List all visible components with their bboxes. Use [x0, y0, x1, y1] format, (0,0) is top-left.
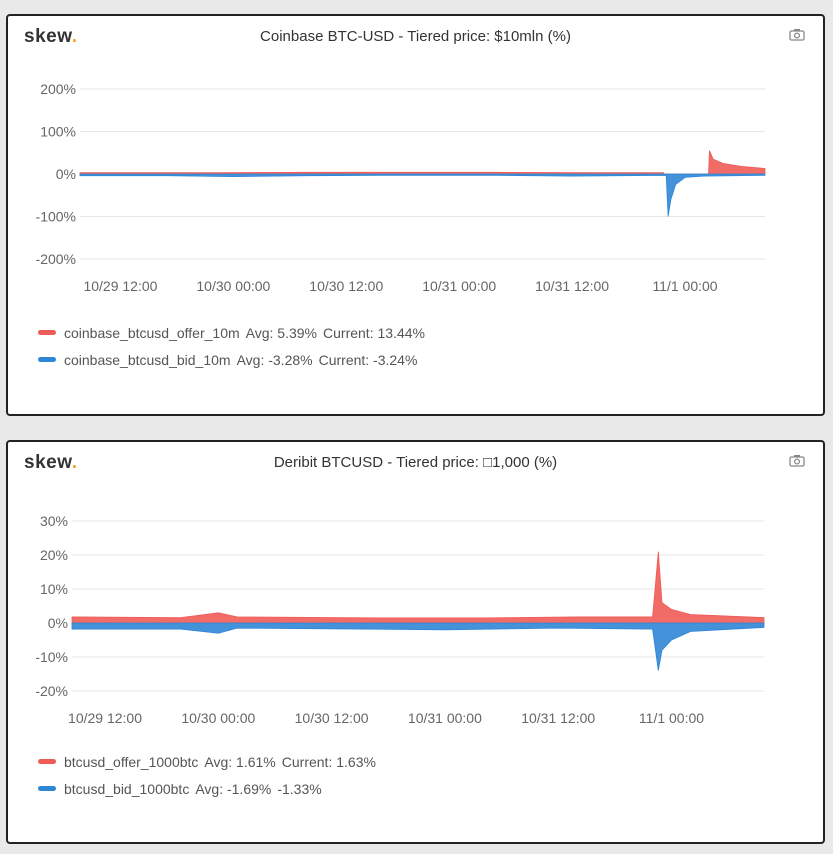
y-tick-label: 200% [40, 81, 76, 97]
y-tick-label: 0% [48, 615, 68, 631]
skew-logo: skew. [24, 452, 78, 473]
y-tick-label: -200% [36, 251, 76, 267]
x-tick-label: 10/30 00:00 [196, 278, 270, 294]
series-current: Current: 13.44% [323, 324, 425, 341]
series-name: coinbase_btcusd_offer_10m [64, 324, 240, 341]
x-tick-label: 10/29 12:00 [68, 710, 142, 726]
camera-icon[interactable] [789, 454, 805, 467]
series-current: -1.33% [277, 780, 322, 797]
y-tick-label: 10% [40, 581, 68, 597]
x-tick-label: 10/30 12:00 [295, 710, 369, 726]
series-avg: Avg: -3.28% [236, 351, 313, 368]
legend-item-offer[interactable]: coinbase_btcusd_offer_10m Avg: 5.39% Curre… [38, 319, 431, 346]
series-avg: Avg: -1.69% [195, 780, 272, 797]
series-current: Current: -3.24% [318, 351, 418, 368]
y-tick-label: 100% [40, 124, 76, 140]
chart-title: Deribit BTCUSD - Tiered price: □1,000 (%… [273, 454, 558, 471]
series-avg: Avg: 1.61% [204, 753, 276, 770]
x-tick-label: 10/29 12:00 [83, 278, 157, 294]
chart-plot: 200% 100% 0% -100% -200% 10/29 12:00 10/30 00:… [36, 81, 766, 294]
camera-icon[interactable] [789, 28, 805, 41]
legend: btcusd_offer_1000btc Avg: 1.61% Current: 1… [38, 748, 382, 802]
x-tick-label: 10/31 00:00 [408, 710, 482, 726]
x-tick-label: 11/1 00:00 [652, 278, 717, 294]
logo-text: skew [24, 26, 72, 47]
x-tick-label: 10/31 12:00 [535, 278, 609, 294]
x-tick-label: 10/31 12:00 [521, 710, 595, 726]
series-current: Current: 1.63% [281, 753, 376, 770]
y-tick-label: 0% [56, 166, 76, 182]
series-name: coinbase_btcusd_bid_10m [64, 351, 231, 368]
deribit-chart-panel: skew. Deribit BTCUSD - Tiered price: □1,… [6, 440, 825, 844]
series-area-btcusd_offer_1000btc [71, 551, 765, 624]
logo-text: skew [24, 452, 72, 473]
legend: coinbase_btcusd_offer_10m Avg: 5.39% Curre… [38, 319, 431, 373]
chart-plot: 30% 20% 10% 0% -10% -20%10/29 12:00 10/30 00:0… [35, 513, 765, 726]
series-area-btcusd_bid_1000btc [71, 622, 765, 671]
y-tick-label: -100% [36, 209, 76, 225]
series-name: btcusd_offer_1000btc [64, 753, 199, 770]
y-tick-label: -10% [35, 649, 68, 665]
y-tick-label: -20% [35, 683, 68, 699]
y-tick-label: 30% [40, 513, 68, 529]
skew-logo: skew. [24, 26, 78, 47]
x-tick-label: 10/31 00:00 [422, 278, 496, 294]
x-tick-label: 11/1 00:00 [639, 710, 704, 726]
series-name: btcusd_bid_1000btc [64, 780, 190, 797]
series-avg: Avg: 5.39% [245, 324, 318, 341]
legend-item-bid[interactable]: btcusd_bid_1000btc Avg: -1.69% -1.33% [38, 775, 382, 802]
series-area-coinbase_btcusd_offer_10m [79, 150, 766, 175]
coinbase-chart-panel: skew. Coinbase BTC-USD - Tiered price: $… [6, 14, 825, 416]
x-tick-label: 10/30 12:00 [309, 278, 383, 294]
y-tick-label: 20% [40, 547, 68, 563]
series-area-coinbase_btcusd_bid_10m [79, 173, 766, 217]
x-tick-label: 10/30 00:00 [181, 710, 255, 726]
chart-title: Coinbase BTC-USD - Tiered price: $10mln … [260, 28, 571, 45]
legend-item-offer[interactable]: btcusd_offer_1000btc Avg: 1.61% Current: 1… [38, 748, 382, 775]
legend-item-bid[interactable]: coinbase_btcusd_bid_10m Avg: -3.28% Curren… [38, 346, 431, 373]
